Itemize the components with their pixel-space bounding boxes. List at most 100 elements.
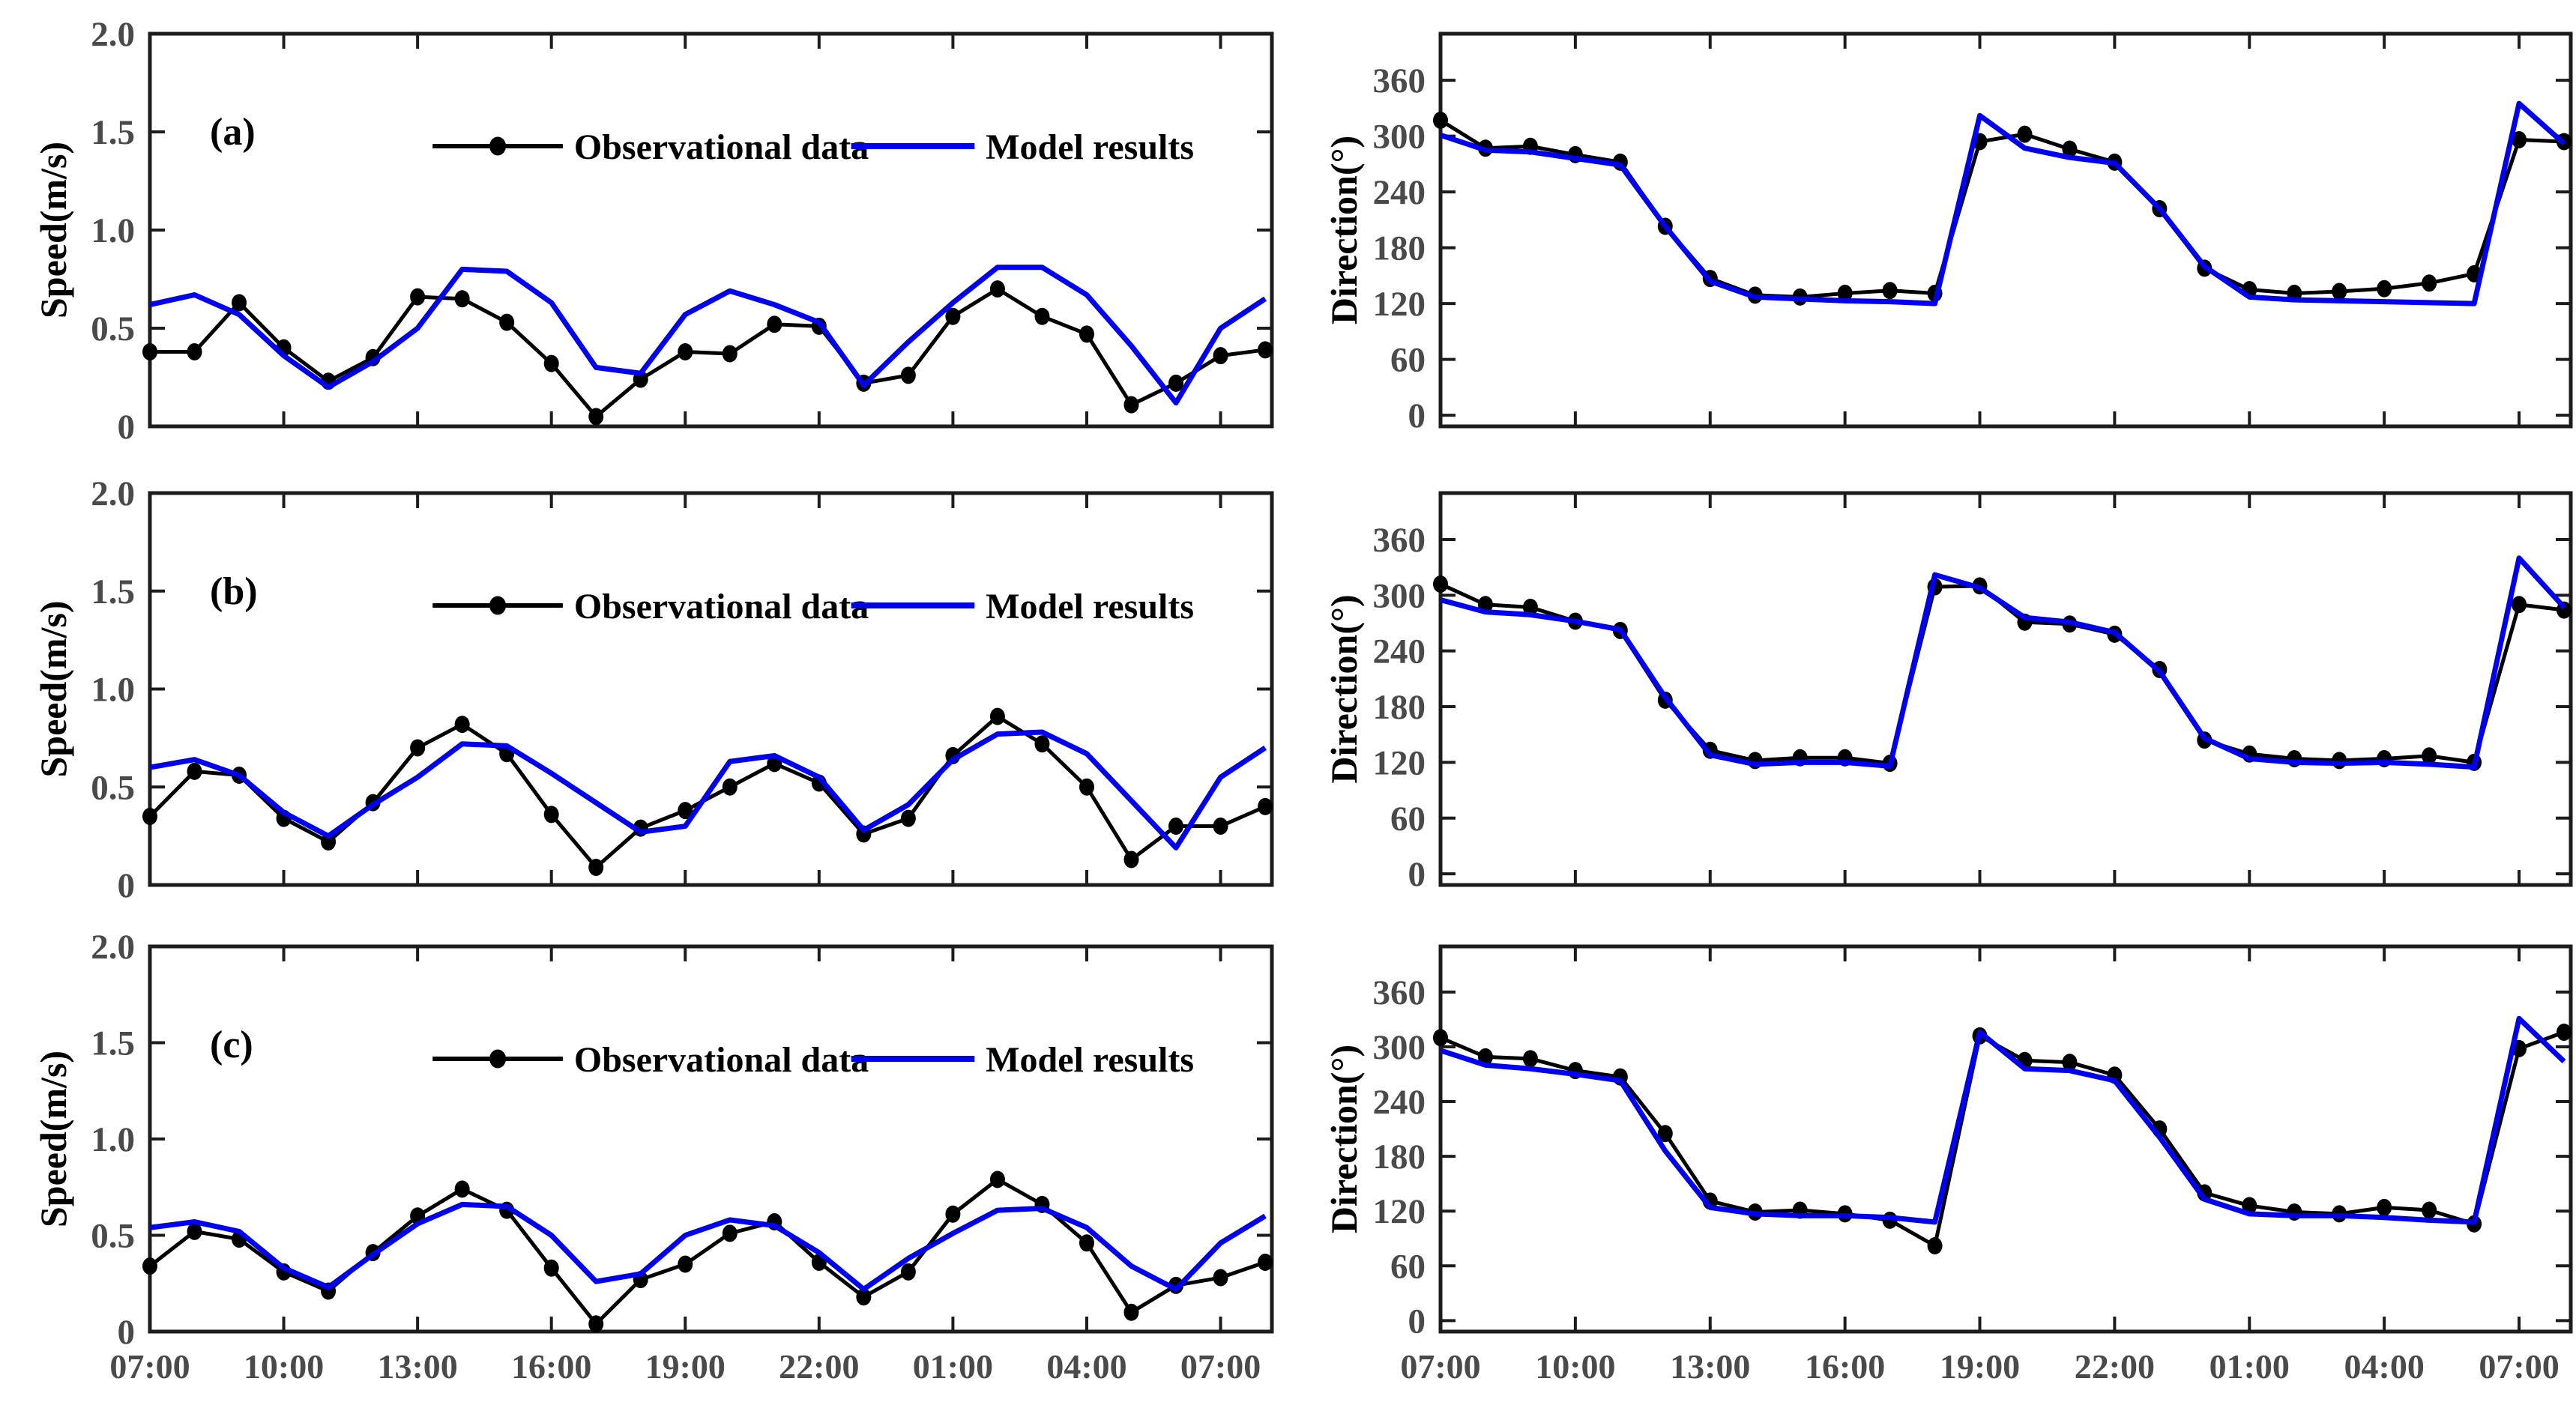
y-tick-label: 0 <box>1408 1302 1426 1341</box>
observational-data-point <box>1168 374 1184 392</box>
panel-letter-label: (c) <box>210 1024 253 1066</box>
observational-data-point <box>499 313 515 331</box>
observational-data-point <box>1123 396 1139 414</box>
observational-data-point <box>588 1315 604 1333</box>
observational-data-point <box>1433 575 1448 593</box>
observational-data-point <box>187 762 202 780</box>
observational-data-point <box>410 288 426 306</box>
x-tick-label: 01:00 <box>2209 1347 2290 1386</box>
model-results-line <box>149 265 1267 406</box>
observational-data-point <box>454 1180 470 1198</box>
y-tick-label: 240 <box>1373 173 1426 212</box>
observational-data-point <box>2017 125 2033 143</box>
y-tick-label: 60 <box>1390 1247 1426 1286</box>
legend-model-label: Model results <box>986 587 1194 626</box>
y-tick-label: 0.5 <box>91 768 135 807</box>
x-tick-label: 19:00 <box>645 1347 726 1386</box>
x-tick-label: 04:00 <box>1046 1347 1126 1386</box>
model-results-line <box>149 1201 1267 1292</box>
y-tick-label: 1.0 <box>91 211 135 250</box>
y-tick-label: 0 <box>118 866 136 905</box>
y-tick-label: 180 <box>1373 229 1426 268</box>
observational-data-point <box>1882 282 1898 300</box>
observational-data-point <box>1034 307 1050 325</box>
observational-data-point <box>678 342 693 360</box>
observational-data-point <box>1079 325 1094 343</box>
observational-data-point <box>2422 274 2437 292</box>
legend-obs-marker <box>489 1049 507 1069</box>
observational-data-point <box>1433 1029 1448 1047</box>
axes-box <box>1438 944 2573 1334</box>
x-tick-label: 04:00 <box>2344 1347 2425 1386</box>
observational-data-point <box>1837 284 1853 302</box>
observational-data-line <box>148 714 1267 869</box>
x-tick-label: 13:00 <box>1670 1347 1750 1386</box>
y-tick-label: 120 <box>1373 743 1426 782</box>
observational-data-point <box>2377 1198 2392 1216</box>
observational-data-point <box>722 1224 737 1242</box>
y-tick-label: 1.0 <box>91 671 135 710</box>
y-tick-label: 300 <box>1373 1028 1426 1067</box>
observational-data-point <box>722 345 737 363</box>
legend-obs-label: Observational data <box>574 1040 869 1080</box>
y-tick-label: 120 <box>1373 285 1426 324</box>
legend-model-label: Model results <box>986 127 1194 167</box>
x-tick-label: 16:00 <box>1805 1347 1885 1386</box>
y-tick-label: 360 <box>1373 521 1426 560</box>
observational-data-point <box>454 716 470 734</box>
y-axis-label: Direction(°) <box>1323 594 1365 783</box>
y-tick-label: 2.0 <box>91 474 135 513</box>
observational-data-point <box>1168 818 1184 836</box>
x-tick-label: 07:00 <box>1400 1347 1480 1386</box>
y-axis-label: Speed(m/s) <box>32 142 74 318</box>
x-tick-label: 01:00 <box>913 1347 993 1386</box>
observational-data-point <box>543 1259 559 1277</box>
observational-data-point <box>1927 1237 1943 1255</box>
y-tick-label: 240 <box>1373 1083 1426 1122</box>
observational-data-point <box>678 1255 693 1273</box>
y-tick-label: 1.5 <box>91 113 135 152</box>
x-tick-label: 22:00 <box>779 1347 859 1386</box>
observational-data-point <box>1123 1303 1139 1321</box>
legend-obs-marker <box>489 596 507 615</box>
observational-data-point <box>1213 1269 1228 1287</box>
observational-data-point <box>989 707 1005 725</box>
x-tick-label: 07:00 <box>109 1347 190 1386</box>
observational-data-point <box>1079 1234 1094 1252</box>
y-tick-label: 360 <box>1373 973 1426 1012</box>
y-tick-label: 240 <box>1373 632 1426 671</box>
legend-obs-label: Observational data <box>574 587 869 626</box>
y-tick-label: 0 <box>118 408 136 447</box>
observational-data-point <box>678 802 693 820</box>
y-axis-label: Speed(m/s) <box>32 600 74 777</box>
observational-data-point <box>1258 797 1273 815</box>
x-tick-label: 07:00 <box>1180 1347 1261 1386</box>
observational-data-point <box>1258 341 1273 359</box>
panel-letter-label: (a) <box>210 111 256 154</box>
model-results-line <box>1439 100 2566 306</box>
observational-data-point <box>2557 1023 2572 1041</box>
model-results-line <box>149 729 1267 851</box>
legend-obs-label: Observational data <box>574 127 869 167</box>
x-tick-label: 07:00 <box>2479 1347 2559 1386</box>
observational-data-line <box>1440 1030 2565 1248</box>
axes-box <box>1438 491 2573 887</box>
observational-data-point <box>989 1170 1005 1188</box>
observational-data-point <box>142 342 157 360</box>
observational-data-point <box>187 342 202 360</box>
observational-data-point <box>2377 280 2392 297</box>
observational-data-point <box>989 280 1005 298</box>
legend-obs-marker <box>489 136 507 156</box>
y-tick-label: 180 <box>1373 688 1426 727</box>
observational-data-point <box>945 307 961 325</box>
x-tick-label: 10:00 <box>1535 1347 1615 1386</box>
observational-data-point <box>588 858 604 876</box>
y-tick-label: 120 <box>1373 1192 1426 1231</box>
y-tick-label: 60 <box>1390 341 1426 380</box>
y-tick-label: 1.0 <box>91 1120 135 1159</box>
observational-data-point <box>588 408 604 426</box>
